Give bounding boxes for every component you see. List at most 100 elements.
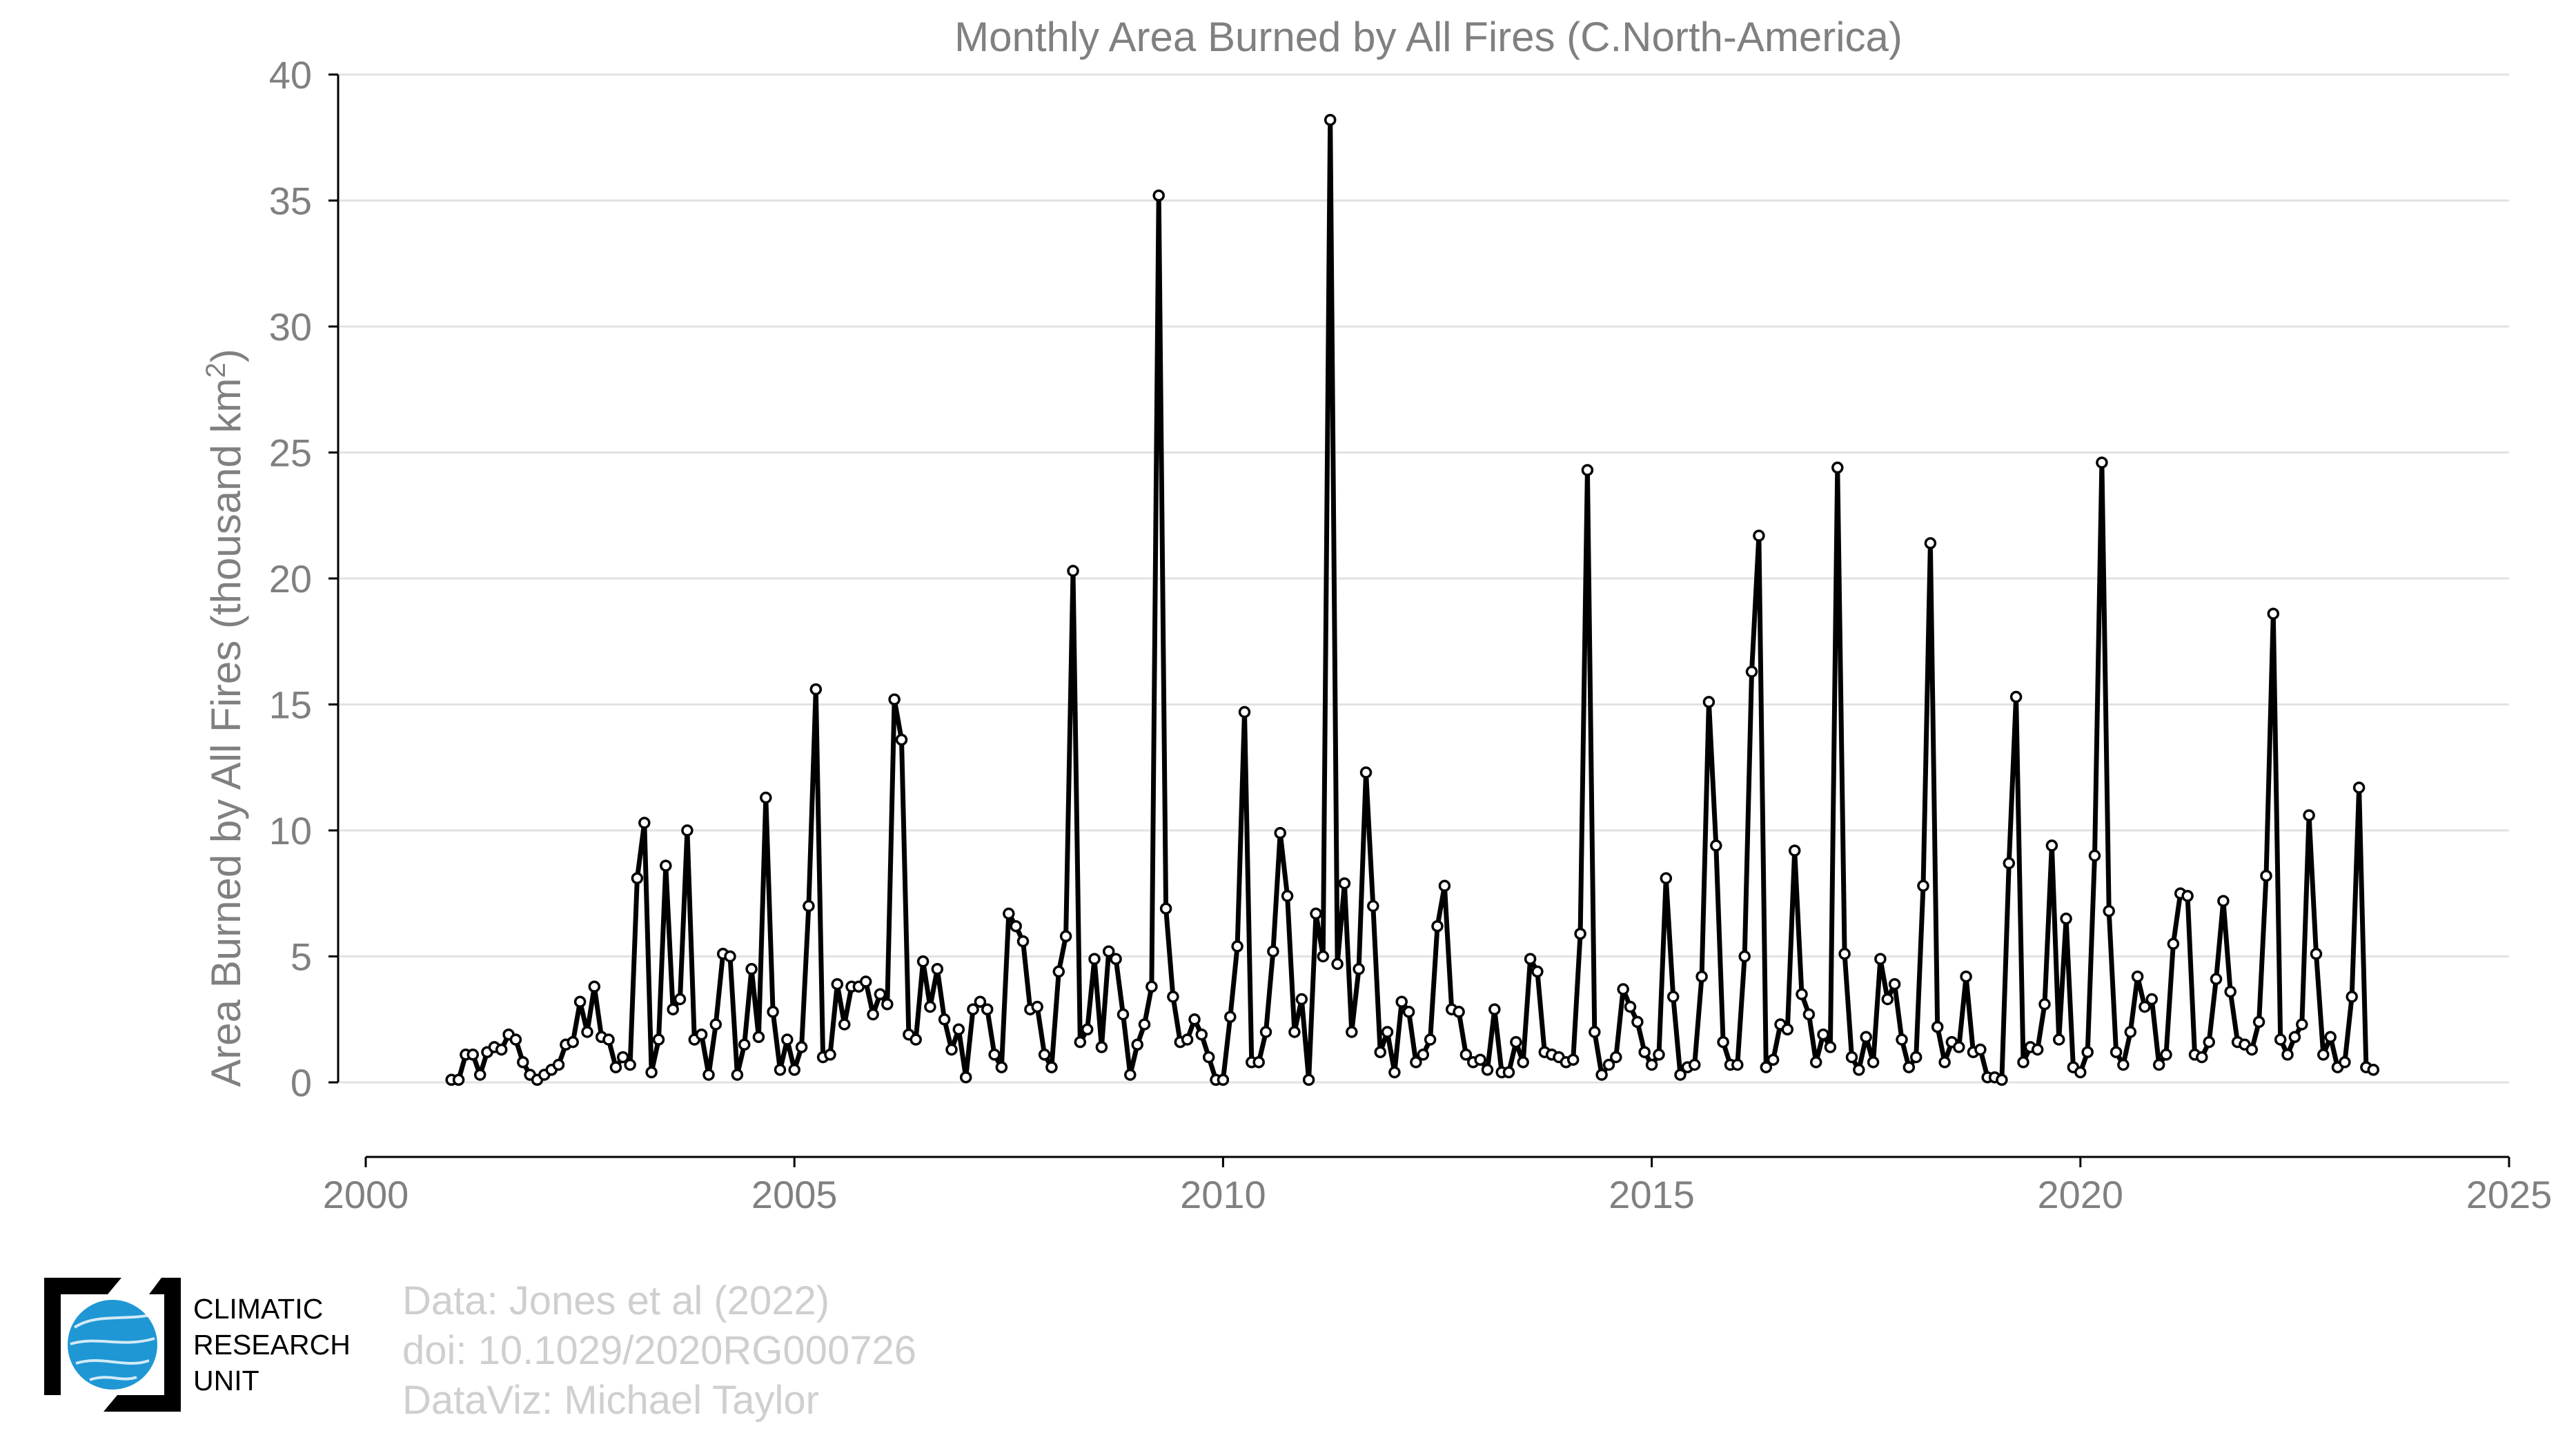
data-point-200 [1874, 953, 1887, 965]
data-point-31 [667, 1003, 679, 1015]
data-point-187 [1781, 1023, 1794, 1036]
data-point-252 [2245, 1043, 2259, 1056]
data-point-72 [959, 1071, 972, 1084]
data-point-19 [581, 1026, 593, 1038]
data-point-89 [1081, 1023, 1094, 1036]
data-point-159 [1581, 464, 1594, 476]
data-point-83 [1038, 1049, 1051, 1061]
data-point-189 [1796, 988, 1808, 1001]
data-point-206 [1917, 879, 1929, 893]
data-point-130 [1374, 1046, 1386, 1058]
data-point-138 [1431, 919, 1444, 933]
data-point-241 [2167, 937, 2180, 951]
data-point-80 [1016, 935, 1030, 948]
data-point-30 [660, 859, 672, 872]
data-point-41 [738, 1038, 751, 1051]
data-point-195 [1838, 948, 1851, 960]
x-tick-label-2020: 2020 [2038, 1173, 2124, 1216]
data-point-235 [2124, 1026, 2137, 1038]
data-point-229 [2081, 1046, 2094, 1058]
data-point-69 [938, 1013, 951, 1026]
data-point-50 [803, 899, 815, 913]
data-point-209 [1938, 1056, 1951, 1069]
data-point-119 [1295, 993, 1308, 1006]
data-point-87 [1067, 565, 1079, 577]
data-point-1 [452, 1073, 465, 1087]
data-point-231 [2096, 456, 2108, 469]
data-point-24 [616, 1051, 629, 1064]
data-point-49 [795, 1041, 808, 1053]
data-point-150 [1517, 1056, 1529, 1069]
data-point-93 [1110, 953, 1122, 965]
data-point-79 [1010, 919, 1022, 933]
data-point-60 [874, 988, 887, 1001]
data-point-253 [2252, 1015, 2265, 1029]
x-tick-label-2025: 2025 [2466, 1173, 2553, 1216]
data-point-40 [731, 1069, 744, 1081]
data-point-33 [681, 824, 694, 837]
data-point-257 [2281, 1049, 2294, 1061]
data-point-199 [1867, 1056, 1880, 1069]
data-point-205 [1909, 1051, 1923, 1064]
data-point-55 [838, 1018, 851, 1031]
data-point-110 [1231, 940, 1243, 953]
data-point-237 [2139, 1000, 2151, 1013]
data-point-256 [2274, 1033, 2287, 1046]
y-tick-label-20: 20 [269, 557, 312, 601]
x-tick-label-2015: 2015 [1609, 1173, 1695, 1216]
data-point-15 [552, 1058, 565, 1071]
data-point-37 [709, 1018, 722, 1031]
y-tick-label-5: 5 [291, 935, 312, 979]
data-point-23 [609, 1061, 622, 1073]
data-point-108 [1217, 1073, 1230, 1087]
data-point-132 [1388, 1066, 1401, 1079]
data-point-84 [1045, 1061, 1058, 1073]
data-point-165 [1624, 1000, 1637, 1013]
data-point-246 [2203, 1035, 2215, 1049]
data-point-238 [2145, 993, 2159, 1006]
credit-dataviz: DataViz: Michael Taylor [402, 1378, 819, 1423]
data-point-54 [831, 977, 844, 991]
data-point-106 [1202, 1051, 1215, 1064]
data-point-223 [2038, 998, 2051, 1011]
data-point-136 [1417, 1049, 1430, 1061]
data-point-96 [1131, 1038, 1143, 1051]
data-point-197 [1853, 1064, 1865, 1076]
data-point-198 [1860, 1031, 1872, 1044]
y-tick-label-25: 25 [269, 431, 312, 475]
data-point-105 [1195, 1028, 1208, 1041]
data-point-142 [1459, 1049, 1473, 1061]
data-point-240 [2160, 1049, 2172, 1061]
data-point-204 [1902, 1061, 1916, 1073]
y-tick-label-10: 10 [269, 809, 312, 853]
data-point-190 [1802, 1008, 1816, 1021]
data-point-141 [1453, 1006, 1465, 1018]
data-point-224 [2045, 839, 2058, 852]
data-point-177 [1710, 839, 1722, 852]
data-point-193 [1824, 1041, 1837, 1053]
data-point-67 [924, 1000, 936, 1013]
data-point-135 [1410, 1056, 1422, 1069]
y-tick-label-15: 15 [269, 683, 312, 727]
data-point-18 [573, 995, 587, 1008]
logo-text-line-1: CLIMATIC [193, 1293, 324, 1325]
data-point-151 [1524, 953, 1537, 965]
data-point-111 [1238, 705, 1251, 719]
y-tick-label-30: 30 [269, 305, 312, 349]
data-point-117 [1281, 890, 1294, 902]
data-point-182 [1745, 665, 1758, 678]
data-point-217 [1996, 1073, 2008, 1087]
data-point-121 [1310, 907, 1322, 920]
data-point-70 [945, 1043, 958, 1056]
data-point-181 [1738, 950, 1751, 963]
data-point-145 [1481, 1064, 1494, 1076]
data-point-104 [1188, 1013, 1201, 1026]
data-point-124 [1331, 957, 1344, 971]
data-point-71 [952, 1023, 965, 1036]
data-point-201 [1881, 993, 1894, 1006]
data-point-266 [2346, 991, 2358, 1003]
data-point-160 [1589, 1026, 1601, 1038]
data-point-162 [1602, 1058, 1615, 1071]
data-point-146 [1488, 1003, 1501, 1015]
